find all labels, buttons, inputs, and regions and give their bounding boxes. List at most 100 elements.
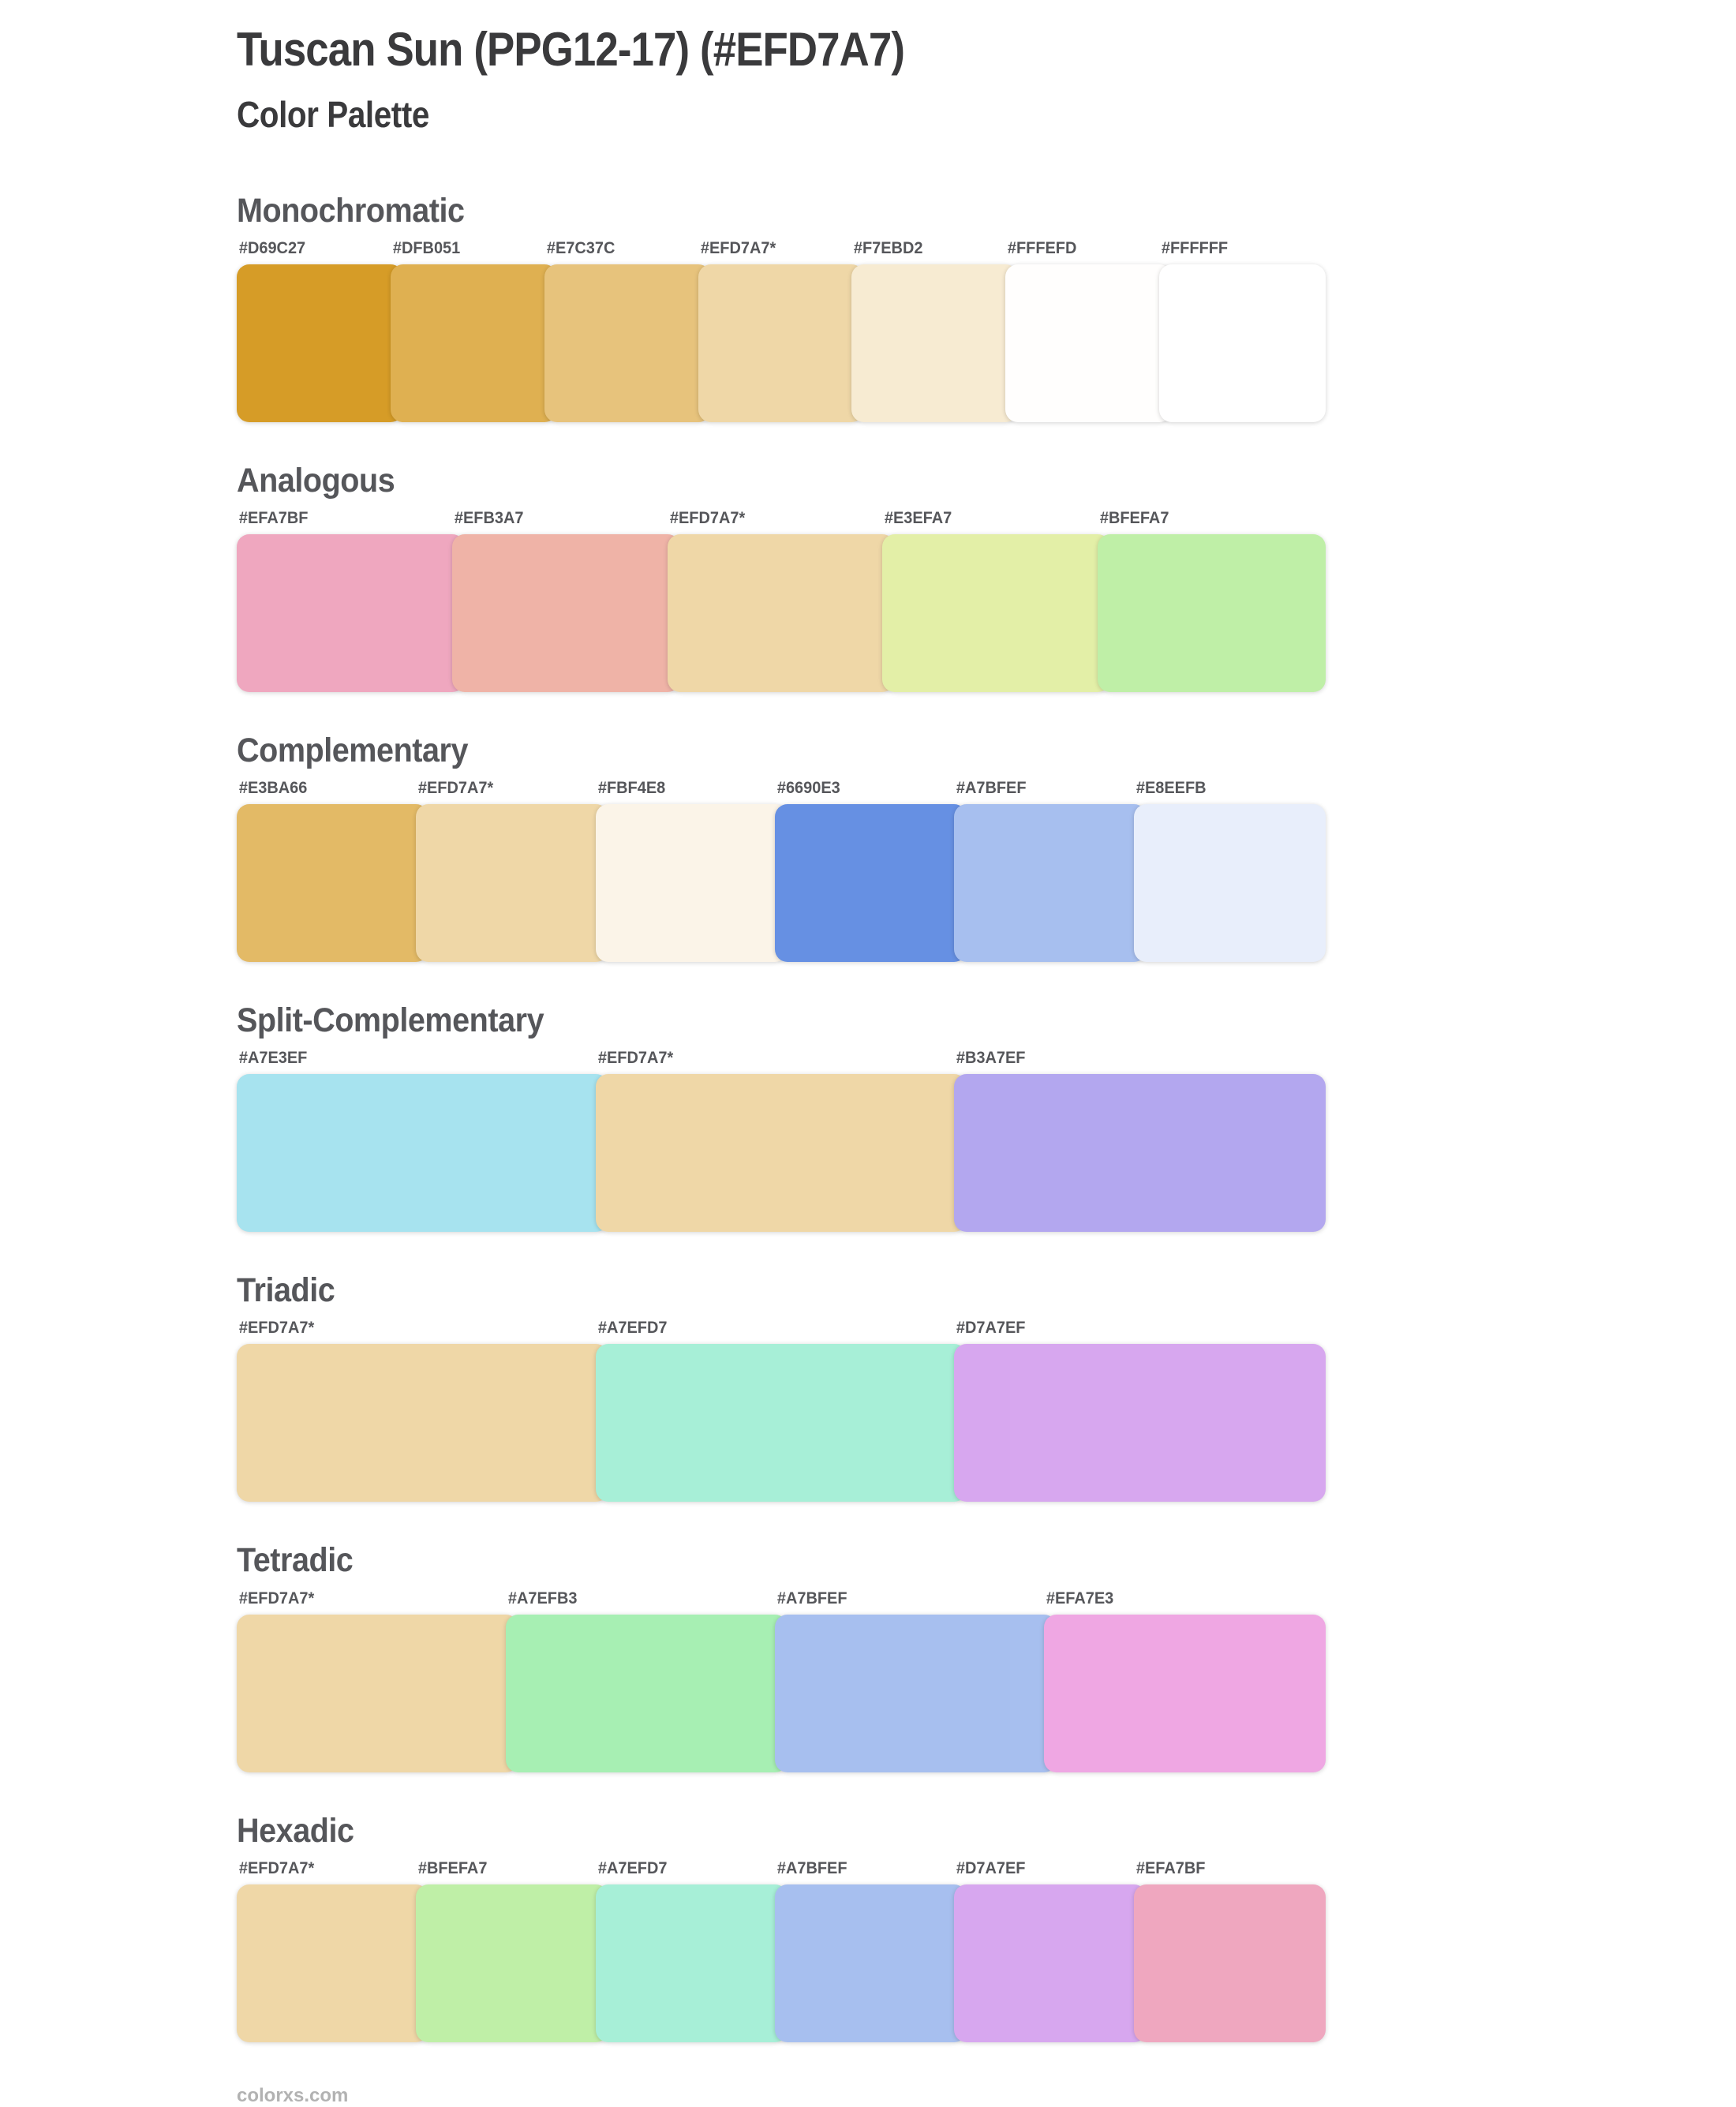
swatch-column: #E3EFA7 [882, 509, 1111, 692]
color-swatch[interactable] [954, 1074, 1326, 1233]
swatch-hex-label: #EFD7A7* [238, 1319, 315, 1338]
swatch-hex-label: #EFA7BF [238, 508, 309, 527]
color-swatch[interactable] [1159, 264, 1326, 422]
color-swatch[interactable] [595, 1074, 967, 1233]
swatch-hex-label: #A7EFD7 [597, 1319, 668, 1338]
section-tetradic: Tetradic #EFD7A7* #A7EFB3 #A7BFEF #EFA7E3 [237, 1541, 1499, 1772]
color-swatch[interactable] [237, 1614, 518, 1772]
color-swatch[interactable] [237, 1884, 429, 2042]
palette-sections: Monochromatic #D69C27 #DFB051 #E7C37C #EFD7A… [237, 192, 1499, 2042]
section-complementary: Complementary #E3BA66 #EFD7A7* #FBF4E8 #6690… [237, 731, 1499, 963]
swatch-hex-label: #D69C27 [238, 238, 306, 257]
swatch-column: #DFB051 [390, 238, 557, 422]
color-swatch[interactable] [416, 1884, 608, 2042]
color-swatch[interactable] [775, 1614, 1057, 1772]
swatch-column: #E7C37C [544, 239, 711, 422]
swatch-hex-label: #D7A7EF [956, 1858, 1026, 1877]
swatch-column: #A7BFEF [775, 1589, 1057, 1772]
color-swatch[interactable] [595, 804, 788, 963]
color-swatch[interactable] [237, 1074, 608, 1233]
color-swatch[interactable] [595, 1884, 788, 2042]
color-swatch[interactable] [954, 1884, 1147, 2042]
section-split-complementary: Split-Complementary #A7E3EF #EFD7A7* #B3A7E… [237, 1001, 1499, 1233]
swatch-hex-label: #EFB3A7 [454, 508, 524, 527]
swatch-column: #FFFEFD [1005, 239, 1173, 422]
swatch-column: #EFA7BF [1133, 1858, 1326, 2042]
color-swatch[interactable] [954, 804, 1147, 963]
section-heading: Triadic [237, 1271, 335, 1310]
color-swatch[interactable] [1133, 804, 1326, 963]
color-swatch[interactable] [851, 264, 1019, 422]
swatch-hex-label: #E8EEFB [1136, 779, 1207, 798]
swatch-column: #EFD7A7* [237, 1589, 518, 1772]
swatch-column: #A7BFEF [774, 1859, 967, 2042]
swatch-hex-label: #F7EBD2 [854, 238, 923, 257]
color-swatch[interactable] [1133, 1884, 1326, 2042]
color-swatch[interactable] [882, 533, 1111, 692]
section-analogous: Analogous #EFA7BF #EFB3A7 #EFD7A7* #E3EFA7 #B… [237, 462, 1499, 692]
section-triadic: Triadic #EFD7A7* #A7EFD7 #D7A7EF [237, 1271, 1499, 1503]
color-swatch[interactable] [237, 1344, 608, 1503]
section-heading: Split-Complementary [237, 1001, 544, 1040]
section-monochromatic: Monochromatic #D69C27 #DFB051 #E7C37C #EFD7A… [237, 192, 1499, 422]
swatch-column: #A7BFEF [954, 779, 1147, 963]
color-swatch[interactable] [451, 533, 680, 692]
color-swatch[interactable] [416, 804, 608, 963]
swatch-column: #EFD7A7* [416, 779, 608, 963]
page-content: Tuscan Sun (PPG12-17) (#EFD7A7) Color Pa… [237, 24, 1499, 2106]
swatch-row: #EFD7A7* #BFEFA7 #A7EFD7 #A7BFEF #D7A7EF #EFA… [237, 1859, 1326, 2042]
swatch-column: #A7E3EF [237, 1049, 608, 1233]
section-heading: Hexadic [237, 1811, 354, 1850]
color-swatch[interactable] [774, 1884, 967, 2042]
swatch-column: #A7EFD7 [595, 1319, 967, 1503]
color-swatch[interactable] [1005, 264, 1173, 422]
color-swatch[interactable] [667, 533, 896, 692]
swatch-column: #EFA7BF [237, 509, 465, 692]
swatch-hex-label: #E3BA66 [238, 779, 308, 798]
swatch-hex-label: #A7BFEF [956, 779, 1027, 798]
color-swatch[interactable] [595, 1344, 967, 1503]
swatch-column: #EFD7A7* [698, 239, 865, 422]
swatch-hex-label: #E7C37C [546, 238, 615, 257]
swatch-hex-label: #A7EFB3 [507, 1589, 578, 1607]
swatch-hex-label: #EFD7A7* [238, 1858, 315, 1877]
color-swatch[interactable] [237, 804, 429, 963]
swatch-hex-label: #FFFFFF [1162, 238, 1229, 257]
swatch-column: #FBF4E8 [595, 779, 788, 963]
swatch-column: #FFFFFF [1159, 239, 1326, 422]
swatch-hex-label: #EFA7BF [1136, 1858, 1206, 1877]
swatch-hex-label: #A7EFD7 [597, 1858, 668, 1877]
swatch-hex-label: #EFA7E3 [1046, 1589, 1114, 1607]
swatch-row: #EFA7BF #EFB3A7 #EFD7A7* #E3EFA7 #BFEFA7 [237, 509, 1326, 692]
section-heading: Complementary [237, 731, 469, 769]
color-swatch[interactable] [390, 264, 557, 422]
swatch-column: #E3BA66 [237, 779, 429, 963]
color-swatch[interactable] [1098, 533, 1326, 692]
color-swatch[interactable] [698, 264, 865, 422]
swatch-hex-label: #DFB051 [392, 238, 461, 257]
swatch-row: #A7E3EF #EFD7A7* #B3A7EF [237, 1049, 1326, 1233]
color-swatch[interactable] [954, 1344, 1326, 1503]
swatch-hex-label: #A7BFEF [776, 1589, 847, 1607]
color-swatch[interactable] [1044, 1614, 1326, 1772]
page-subtitle: Color Palette [237, 94, 429, 135]
swatch-column: #D7A7EF [954, 1858, 1147, 2042]
swatch-column: #F7EBD2 [851, 238, 1019, 422]
swatch-hex-label: #BFEFA7 [1100, 508, 1169, 527]
color-swatch[interactable] [237, 264, 403, 422]
swatch-column: #EFD7A7* [667, 509, 896, 692]
swatch-hex-label: #D7A7EF [956, 1319, 1026, 1338]
swatch-column: #E8EEFB [1133, 779, 1326, 963]
color-swatch[interactable] [544, 264, 711, 422]
section-hexadic: Hexadic #EFD7A7* #BFEFA7 #A7EFD7 #A7BFEF #D7A… [237, 1812, 1499, 2042]
color-swatch[interactable] [774, 804, 967, 963]
color-swatch[interactable] [506, 1614, 788, 1772]
site-watermark: colorxs.com [237, 2084, 349, 2106]
swatch-row: #D69C27 #DFB051 #E7C37C #EFD7A7* #F7EBD2 #FFF… [237, 239, 1326, 422]
swatch-column: #B3A7EF [954, 1049, 1326, 1233]
swatch-column: #EFB3A7 [451, 508, 680, 692]
color-swatch[interactable] [237, 533, 465, 692]
swatch-column: #D7A7EF [954, 1319, 1326, 1503]
swatch-column: #EFD7A7* [237, 1319, 608, 1503]
swatch-column: #D69C27 [237, 239, 403, 422]
